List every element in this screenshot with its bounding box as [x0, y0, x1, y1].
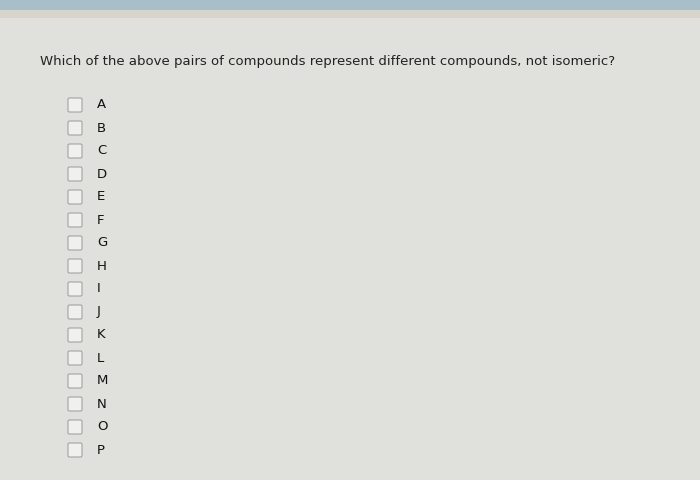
- FancyBboxPatch shape: [68, 167, 82, 181]
- FancyBboxPatch shape: [68, 121, 82, 135]
- Text: L: L: [97, 351, 104, 364]
- FancyBboxPatch shape: [68, 213, 82, 227]
- FancyBboxPatch shape: [68, 259, 82, 273]
- FancyBboxPatch shape: [68, 397, 82, 411]
- Text: I: I: [97, 283, 101, 296]
- Text: A: A: [97, 98, 106, 111]
- FancyBboxPatch shape: [68, 282, 82, 296]
- Text: K: K: [97, 328, 106, 341]
- Text: O: O: [97, 420, 108, 433]
- Text: C: C: [97, 144, 106, 157]
- FancyBboxPatch shape: [68, 98, 82, 112]
- FancyBboxPatch shape: [68, 190, 82, 204]
- Text: E: E: [97, 191, 105, 204]
- Text: H: H: [97, 260, 107, 273]
- Text: D: D: [97, 168, 107, 180]
- Text: G: G: [97, 237, 107, 250]
- FancyBboxPatch shape: [68, 420, 82, 434]
- Text: B: B: [97, 121, 106, 134]
- Text: N: N: [97, 397, 106, 410]
- FancyBboxPatch shape: [68, 328, 82, 342]
- FancyBboxPatch shape: [68, 351, 82, 365]
- FancyBboxPatch shape: [68, 443, 82, 457]
- Text: P: P: [97, 444, 105, 456]
- Text: Which of the above pairs of compounds represent different compounds, not isomeri: Which of the above pairs of compounds re…: [40, 55, 615, 68]
- FancyBboxPatch shape: [68, 236, 82, 250]
- Text: F: F: [97, 214, 104, 227]
- FancyBboxPatch shape: [0, 10, 700, 18]
- FancyBboxPatch shape: [68, 305, 82, 319]
- FancyBboxPatch shape: [68, 374, 82, 388]
- FancyBboxPatch shape: [0, 0, 700, 10]
- Text: M: M: [97, 374, 108, 387]
- Text: J: J: [97, 305, 101, 319]
- FancyBboxPatch shape: [68, 144, 82, 158]
